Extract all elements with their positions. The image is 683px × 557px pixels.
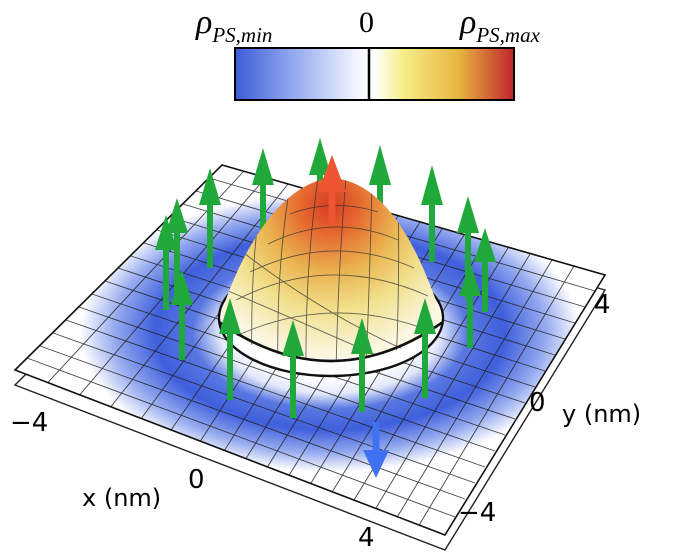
y-axis-title: y (nm) [562, 400, 642, 428]
spin-up-arrow-icon [318, 155, 346, 226]
colorbar-min-label: ρPS,min [196, 4, 273, 47]
spin-up-arrow-icon [474, 228, 496, 312]
spin-up-arrow-icon [199, 168, 221, 268]
color-bar [234, 47, 515, 101]
y-tick-label: −4 [458, 498, 497, 528]
x-tick-label: 0 [188, 465, 205, 495]
spin-up-arrow-icon [351, 318, 373, 412]
density-peak [220, 178, 442, 359]
spin-up-arrow-icon [219, 298, 241, 400]
spin-up-arrow-icon [282, 320, 304, 418]
y-tick-label: 4 [594, 290, 611, 320]
spin-up-arrow-icon [459, 262, 481, 348]
x-tick-label: −4 [10, 408, 49, 438]
spin-up-arrow-icon [155, 215, 177, 310]
colorbar-max-label: ρPS,max [460, 4, 540, 47]
spin-down-arrow-icon [363, 422, 389, 478]
density-plane-outline [13, 164, 607, 536]
spin-up-arrow-icon [421, 165, 443, 262]
skyrmion-core [217, 178, 445, 378]
spin-up-arrow-icon [171, 270, 193, 360]
x-tick-label: 4 [358, 523, 375, 553]
spin-arrows-front [171, 262, 481, 418]
x-axis-title: x (nm) [82, 484, 162, 512]
spin-up-arrow-icon [414, 298, 436, 398]
colorbar-zero-label: 0 [359, 6, 374, 39]
core-boundary-front [218, 320, 444, 363]
color-bar-gradient [234, 47, 515, 101]
y-tick-label: 0 [529, 388, 546, 418]
spin-up-arrow-icon [166, 198, 188, 295]
